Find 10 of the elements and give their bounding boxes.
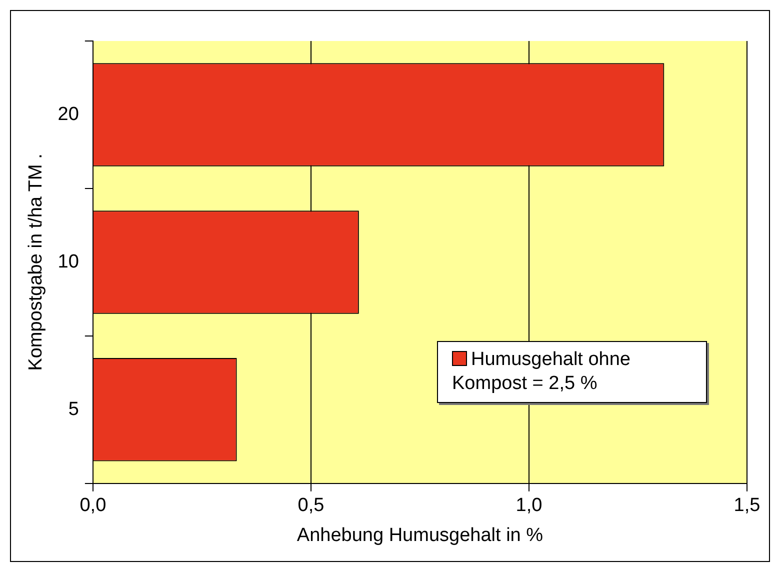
y-tick-label: 10 (58, 251, 79, 272)
x-tick-label: 0,0 (80, 495, 106, 516)
y-tick-label: 5 (68, 398, 79, 420)
y-tick-label: 20 (58, 104, 79, 125)
x-tick-label: 1,5 (734, 495, 760, 516)
legend-label: Humusgehalt ohne Kompost = 2,5 % (452, 348, 632, 396)
x-tick-label: 0,5 (298, 495, 324, 516)
x-axis-title: Anhebung Humusgehalt in % (296, 524, 544, 546)
y-axis-title: Kompostgabe in t/ha TM . (26, 154, 47, 371)
x-tick-label: 1,0 (516, 495, 542, 516)
